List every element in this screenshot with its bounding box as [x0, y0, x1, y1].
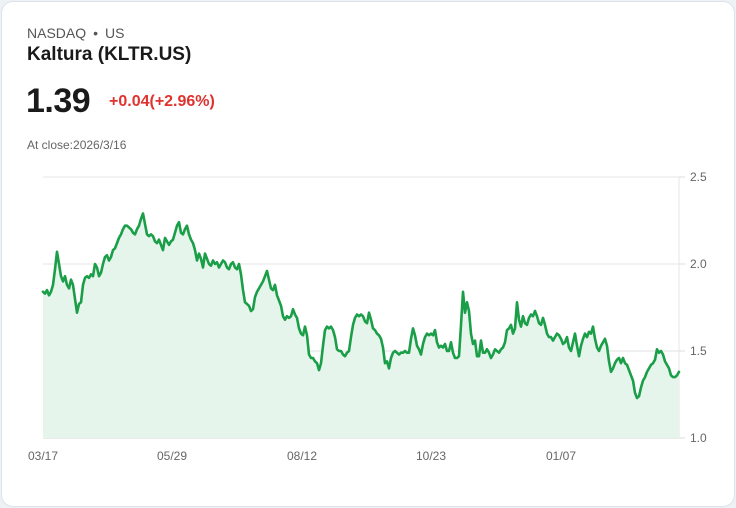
region-label: US — [105, 25, 125, 41]
y-tick-label: 2.5 — [690, 170, 707, 184]
separator-dot: • — [93, 25, 99, 41]
close-date-label: At close:2026/3/16 — [27, 138, 127, 152]
x-tick-label: 05/29 — [157, 449, 187, 463]
price-area-fill — [43, 213, 679, 438]
x-tick-label: 01/07 — [546, 449, 576, 463]
exchange-line: NASDAQ • US — [27, 25, 124, 41]
y-tick-label: 1.0 — [690, 431, 707, 445]
x-tick-label: 03/17 — [28, 449, 58, 463]
stock-title: Kaltura (KLTR.US) — [27, 44, 192, 65]
y-axis: 2.5 2.0 1.5 1.0 — [690, 170, 707, 445]
exchange-name: NASDAQ — [27, 25, 87, 41]
current-price: 1.39 — [26, 82, 91, 120]
price-change: +0.04(+2.96%) — [109, 93, 215, 110]
x-tick-label: 08/12 — [287, 449, 317, 463]
price-line — [41, 212, 681, 400]
y-tick-label: 2.0 — [690, 257, 707, 271]
y-tick-label: 1.5 — [690, 344, 707, 358]
x-axis: 03/17 05/29 08/12 10/23 01/07 — [28, 449, 576, 463]
x-tick-label: 10/23 — [416, 449, 446, 463]
